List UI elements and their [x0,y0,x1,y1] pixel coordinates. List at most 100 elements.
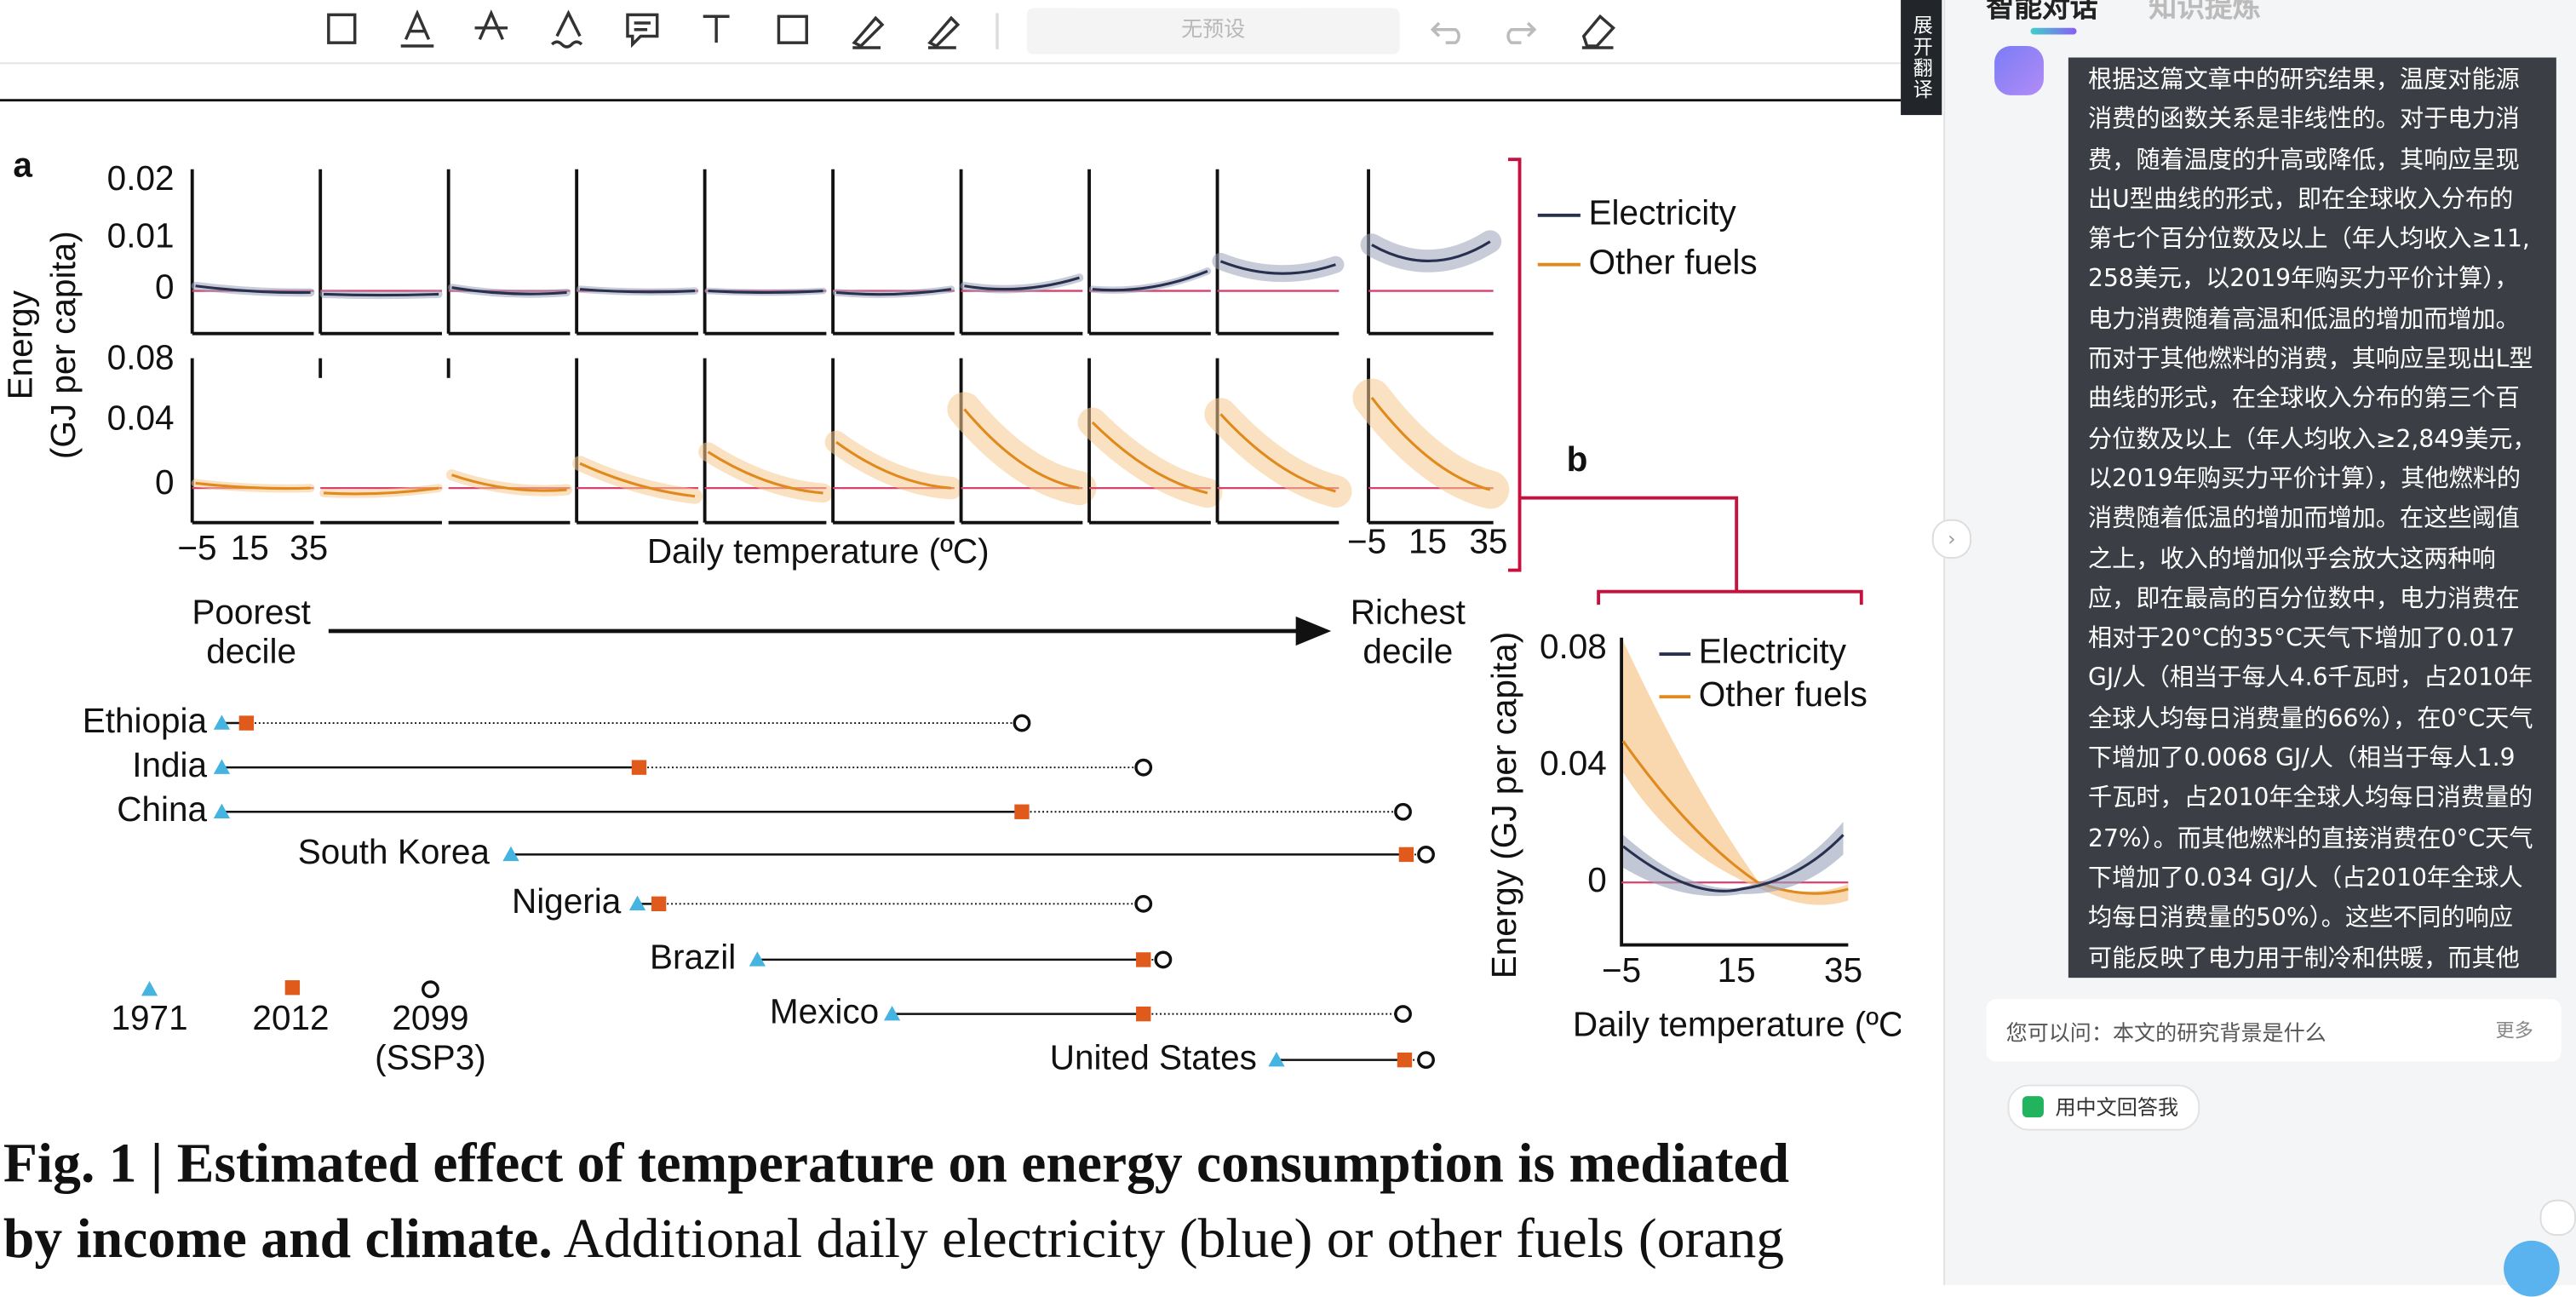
label: decile [1363,632,1453,671]
icon-strike[interactable] [474,9,508,41]
caption-bold: by income and climate. [3,1209,553,1271]
suggestion[interactable]: 您可以问：本文的研究背景是什么 [2005,1022,2326,1047]
ci-band [1352,378,1510,509]
icon-comment[interactable] [626,13,659,49]
marker-2012 [1136,952,1151,967]
arrow [328,616,1332,646]
curve [963,408,1080,490]
tab-knowledge[interactable]: 知识提炼 [2149,0,2261,25]
caption-line-1: Fig. 1 | Estimated effect of temperature… [3,1133,1789,1196]
send-button[interactable] [2504,1240,2560,1297]
marker-1971 [883,1005,901,1021]
curve [1370,397,1491,491]
curve [1621,740,1849,895]
button-icon [2022,1096,2044,1118]
marker-2012 [238,715,255,731]
marker-2099 [1394,1005,1412,1024]
toolbar-icons [327,9,1615,49]
label: 2012 [252,998,329,1037]
bracket [1508,158,1863,605]
label: −5 [1347,521,1386,560]
marker-2012 [1014,804,1030,819]
label: decile [206,632,296,671]
preset-select[interactable]: 无预设 [1026,8,1400,55]
icon-text-box[interactable] [327,13,357,44]
curve [579,288,696,294]
label: 0 [1587,860,1607,899]
marker-2012 [284,980,301,996]
label: United States [1050,1037,1257,1076]
curve [964,276,1080,291]
label: 0.04 [107,399,175,438]
tab-chat[interactable]: 智能对话 [1986,0,2098,25]
label: 15 [1408,521,1447,560]
figure: a Energy (GJ per capita) 0.02 0.01 0 0.08 0.04 0… [0,99,1901,1076]
icon-underline[interactable] [400,9,434,48]
curve [1219,260,1336,275]
label: b [1567,439,1588,479]
tab-indicator [2030,27,2077,35]
ci-band [1077,407,1223,508]
curve [1092,269,1208,292]
label: 1971 [112,998,188,1037]
marker-2099 [1134,894,1153,913]
suggestion-bar: 您可以问：本文的研究背景是什么 更多 [1986,999,2562,1062]
marker-2012 [631,760,647,775]
curve [451,286,567,296]
marker-1971 [749,951,766,967]
label: Richest [1351,592,1466,631]
marker-1971 [502,846,519,862]
curve [1219,413,1336,493]
label: (SSP3) [375,1037,486,1076]
marker-1971 [628,895,646,911]
ai-panel: 智能对话 知识提炼 › 根据这篇文章中的研究结果，温度对能源消费的函数关系是非线… [1931,0,2576,1297]
label: Daily temperature (ºC) [647,531,990,571]
label: 0 [155,267,175,306]
collapse-button[interactable]: › [1931,519,1972,560]
marker-2099 [1154,950,1173,969]
marker-2012 [1397,1052,1413,1068]
label: Daily temperature (ºC [1573,1005,1901,1044]
icon-text[interactable] [703,14,730,43]
icon-eraser[interactable] [1581,14,1615,49]
marker-1971 [213,803,231,818]
label: 35 [1824,950,1862,990]
translate-tab[interactable]: 展开翻译 [1901,0,1942,116]
ci-band [1623,640,1849,905]
icon-highlighter[interactable] [927,15,961,49]
label: Energy (GJ per capita) [1484,632,1523,978]
caption-text: Additional daily electricity (blue) or o… [552,1209,1785,1271]
icon-squiggly[interactable] [550,9,583,49]
label: Energy [1,290,40,399]
more-link[interactable]: 更多 [2495,1019,2533,1042]
tip-button[interactable] [2539,1199,2576,1237]
bot-avatar [1994,46,2044,95]
icon-pen[interactable] [852,15,885,49]
icon-redo[interactable] [1506,21,1537,44]
label: Ethiopia [83,701,208,740]
label: India [132,745,207,784]
caption-line-2: by income and climate. Additional daily … [3,1209,1784,1271]
icon-rect[interactable] [777,14,808,44]
label: 2099 [392,998,468,1037]
ci-band [572,456,703,504]
marker-2099 [1394,802,1412,821]
label: a [13,146,32,185]
marker-1971 [1268,1051,1285,1067]
language-button[interactable]: 用中文回答我 [2007,1084,2200,1131]
label: Mexico [770,991,879,1030]
label: Electricity [1589,192,1737,232]
label: 0.08 [107,337,175,376]
label: 0.02 [107,158,175,198]
label: 0.08 [1540,627,1607,666]
toolbar: 无预设 [0,0,1902,65]
label: 35 [290,528,328,567]
curve [1371,240,1491,262]
label: 15 [1718,950,1756,990]
marker-2099 [422,980,439,999]
curve [195,284,311,295]
ci-band [1204,398,1352,508]
curve [1622,834,1845,892]
icon-undo[interactable] [1430,21,1460,44]
marker-2099 [1417,846,1435,864]
